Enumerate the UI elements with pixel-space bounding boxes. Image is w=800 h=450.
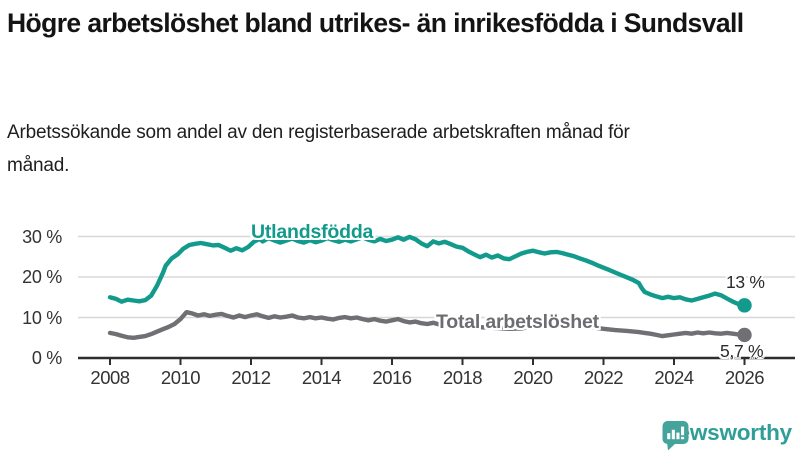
newsworthy-logo[interactable]: Newsworthy (661, 420, 792, 450)
x-tick-label: 2008 (90, 367, 130, 388)
x-tick-label: 2024 (654, 367, 694, 388)
chart-title: Högre arbetslöshet bland utrikes- än inr… (7, 8, 744, 38)
x-tick-label: 2026 (724, 367, 765, 388)
y-tick-label: 20 % (22, 267, 62, 287)
chart-subtitle: Arbetssökande som andel av den registerb… (7, 122, 630, 177)
bar-chart-speech-bubble-icon (662, 421, 689, 450)
series-label-utlandsfodda: Utlandsfödda (251, 221, 374, 243)
x-tick-label: 2022 (583, 367, 624, 388)
series-line-utlandsfodda (107, 234, 747, 308)
x-tick-label: 2014 (301, 367, 342, 388)
y-tick-label: 0 % (31, 348, 62, 368)
series-label-total-arbetsloshet: Total arbetslöshet (436, 311, 599, 333)
series-endpoint-dot-utlandsfodda (737, 298, 752, 313)
x-tick-label: 2020 (513, 367, 553, 388)
x-tick-label: 2016 (372, 367, 412, 388)
series-line-total (107, 310, 747, 340)
x-tick-label: 2012 (231, 367, 271, 388)
end-value-label-total: 5,7 % (720, 341, 764, 361)
x-tick-label: 2018 (442, 367, 483, 388)
y-tick-label: 10 % (22, 307, 62, 328)
series-endpoint-dot-total (737, 327, 752, 343)
y-tick-label: 30 % (22, 226, 62, 247)
x-tick-label: 2010 (160, 367, 201, 388)
end-value-label-utlandsfodda: 13 % (726, 272, 765, 292)
